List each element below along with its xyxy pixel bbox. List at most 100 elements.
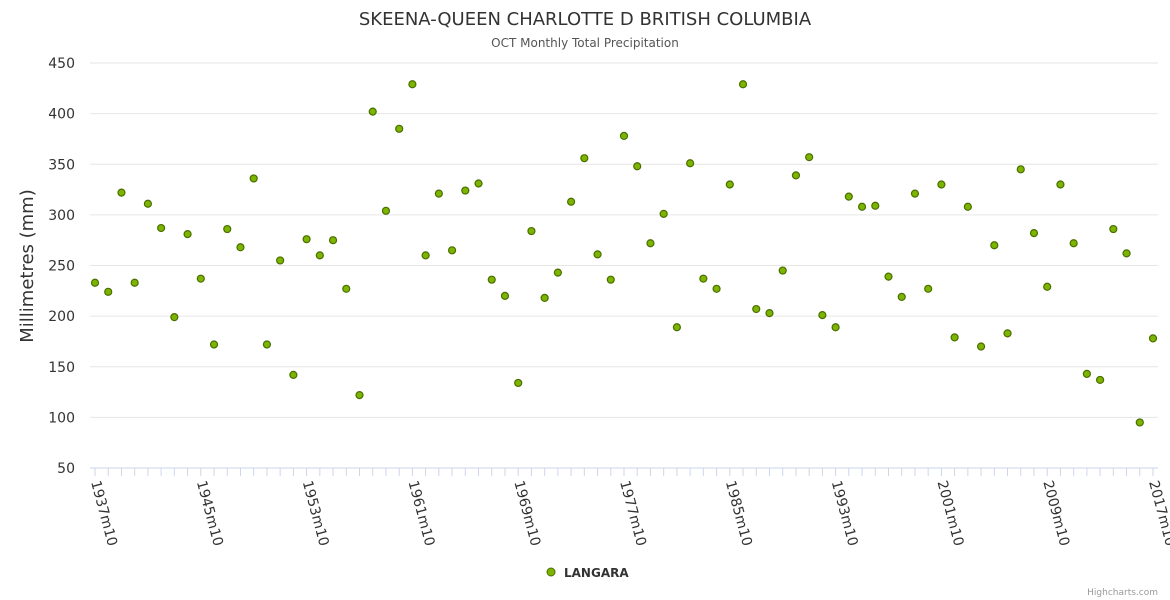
- data-point[interactable]: [686, 159, 695, 168]
- data-point[interactable]: [659, 209, 668, 218]
- chart-title: SKEENA-QUEEN CHARLOTTE D BRITISH COLUMBI…: [359, 9, 812, 30]
- y-tick-label: 300: [48, 208, 75, 224]
- data-point[interactable]: [580, 154, 589, 163]
- data-point[interactable]: [871, 201, 880, 210]
- data-point[interactable]: [910, 189, 920, 198]
- data-point[interactable]: [474, 179, 483, 188]
- data-point[interactable]: [1109, 224, 1118, 234]
- data-point[interactable]: [1016, 165, 1025, 174]
- x-tick-label: 2017m10: [1145, 479, 1170, 548]
- data-point[interactable]: [328, 236, 338, 245]
- data-point[interactable]: [342, 284, 351, 293]
- x-tick-label: 1985m10: [722, 479, 755, 548]
- data-point[interactable]: [712, 284, 721, 293]
- data-point[interactable]: [844, 192, 853, 201]
- data-point[interactable]: [183, 230, 192, 239]
- data-point[interactable]: [633, 162, 642, 171]
- data-point[interactable]: [421, 251, 430, 260]
- data-point[interactable]: [408, 80, 417, 89]
- data-point[interactable]: [395, 124, 404, 133]
- data-point[interactable]: [1056, 180, 1065, 189]
- data-point[interactable]: [236, 243, 245, 252]
- data-point[interactable]: [223, 224, 232, 234]
- data-point[interactable]: [487, 275, 496, 284]
- data-point[interactable]: [884, 272, 893, 281]
- data-point[interactable]: [1082, 369, 1091, 378]
- data-point[interactable]: [950, 333, 959, 342]
- data-point[interactable]: [738, 80, 748, 89]
- data-point[interactable]: [606, 275, 615, 284]
- data-point[interactable]: [117, 188, 126, 197]
- data-point[interactable]: [990, 241, 999, 250]
- data-point[interactable]: [196, 274, 205, 283]
- x-tick-label: 1993m10: [828, 479, 861, 548]
- data-point[interactable]: [157, 223, 166, 233]
- data-point[interactable]: [249, 174, 258, 183]
- data-point[interactable]: [1069, 239, 1078, 248]
- data-point[interactable]: [672, 323, 682, 332]
- credits-link[interactable]: Highcharts.com: [1087, 588, 1158, 598]
- legend-marker-icon: [546, 567, 556, 577]
- data-point[interactable]: [791, 171, 801, 180]
- data-point[interactable]: [831, 323, 840, 332]
- data-point[interactable]: [289, 370, 298, 379]
- data-point[interactable]: [368, 107, 377, 116]
- data-point[interactable]: [752, 304, 761, 314]
- x-tick-label: 2009m10: [1039, 479, 1072, 548]
- data-point[interactable]: [540, 293, 549, 302]
- data-point[interactable]: [276, 256, 285, 265]
- legend-item-langara[interactable]: LANGARA: [546, 566, 629, 580]
- data-point[interactable]: [818, 311, 827, 320]
- x-tick-label: 1969m10: [510, 479, 543, 548]
- data-point[interactable]: [1135, 418, 1144, 427]
- data-point[interactable]: [209, 340, 219, 349]
- data-point[interactable]: [262, 340, 272, 349]
- data-point[interactable]: [527, 226, 536, 236]
- y-tick-label: 200: [48, 309, 75, 325]
- data-point[interactable]: [434, 189, 443, 198]
- data-point[interactable]: [1029, 229, 1039, 238]
- data-point[interactable]: [302, 235, 311, 244]
- x-tick-label: 1953m10: [299, 479, 332, 548]
- data-point[interactable]: [553, 268, 562, 277]
- data-point[interactable]: [976, 342, 986, 351]
- data-point[interactable]: [130, 278, 139, 287]
- data-point[interactable]: [593, 250, 602, 259]
- data-point[interactable]: [500, 291, 510, 300]
- data-point[interactable]: [1122, 249, 1131, 258]
- data-point[interactable]: [937, 180, 946, 189]
- data-point[interactable]: [355, 391, 364, 400]
- data-point[interactable]: [699, 274, 708, 283]
- data-point[interactable]: [765, 308, 774, 318]
- data-point[interactable]: [104, 287, 113, 296]
- data-point[interactable]: [566, 197, 576, 206]
- x-tick-label: 1977m10: [616, 479, 649, 548]
- data-point[interactable]: [1043, 282, 1052, 291]
- data-point[interactable]: [447, 246, 457, 255]
- data-point[interactable]: [725, 180, 734, 189]
- data-point[interactable]: [143, 199, 152, 208]
- legend-label: LANGARA: [564, 566, 629, 580]
- data-point[interactable]: [924, 284, 933, 293]
- data-point[interactable]: [1003, 329, 1012, 338]
- data-point[interactable]: [461, 186, 470, 195]
- data-point[interactable]: [805, 153, 814, 162]
- data-point[interactable]: [857, 202, 867, 211]
- data-point[interactable]: [646, 239, 655, 248]
- data-point[interactable]: [1095, 375, 1105, 385]
- data-point[interactable]: [90, 278, 100, 287]
- data-point[interactable]: [514, 378, 523, 388]
- data-point[interactable]: [170, 313, 179, 322]
- data-point[interactable]: [619, 131, 629, 140]
- data-point[interactable]: [778, 266, 787, 275]
- y-tick-label: 150: [48, 360, 75, 376]
- y-tick-label: 50: [57, 461, 75, 477]
- data-point[interactable]: [1148, 334, 1158, 343]
- y-tick-label: 350: [48, 157, 75, 173]
- data-point[interactable]: [315, 251, 324, 260]
- data-point[interactable]: [897, 292, 906, 301]
- y-axis-label: Millimetres (mm): [17, 189, 38, 343]
- data-point[interactable]: [963, 202, 972, 211]
- data-point[interactable]: [381, 206, 391, 215]
